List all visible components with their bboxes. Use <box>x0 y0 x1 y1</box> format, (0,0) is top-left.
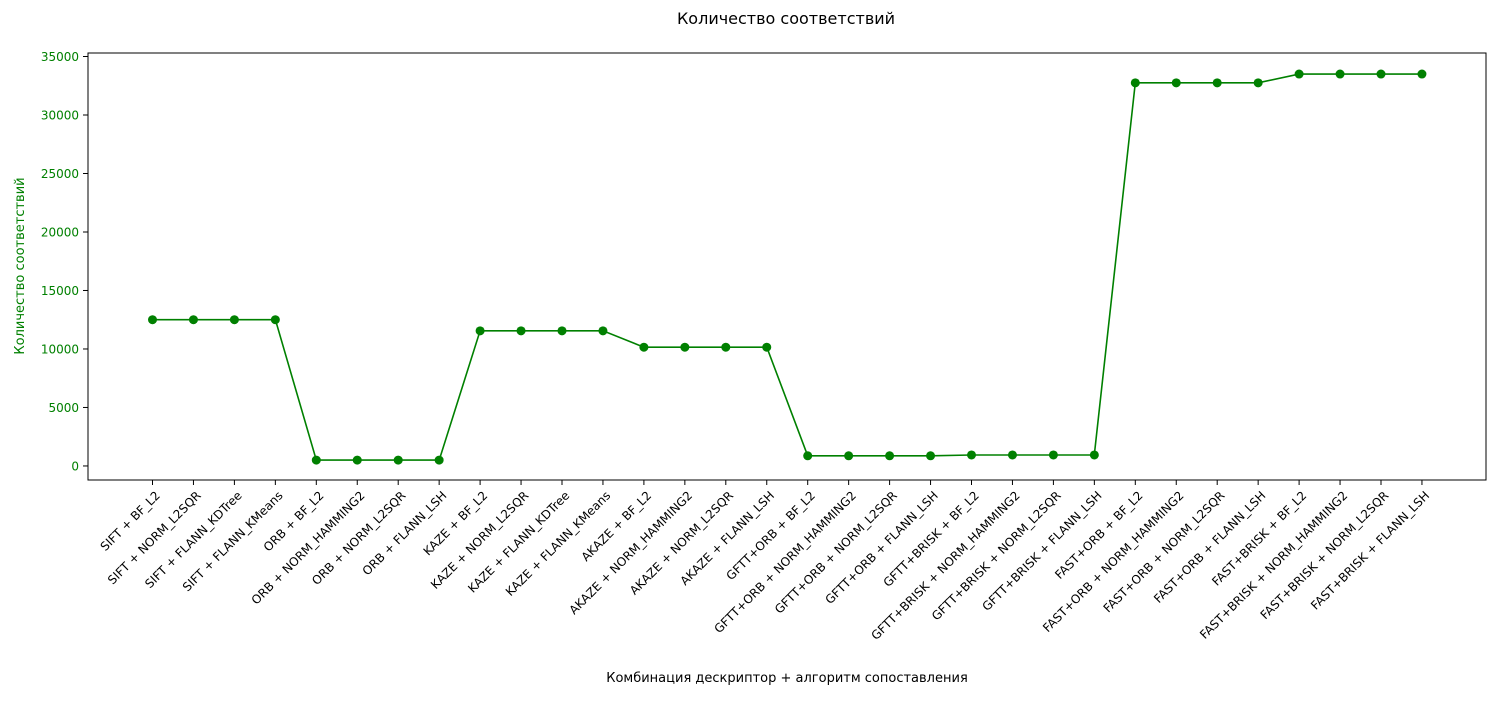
data-point <box>1089 450 1099 460</box>
data-point <box>475 326 485 336</box>
series-point-group <box>148 69 1427 465</box>
y-tick-label: 35000 <box>41 50 79 64</box>
data-point <box>803 451 813 461</box>
data-point <box>1294 69 1304 79</box>
data-point <box>1048 450 1058 460</box>
plot-area-frame <box>87 52 1487 481</box>
data-point <box>393 455 403 465</box>
data-point <box>270 315 280 325</box>
y-tick-label: 0 <box>71 459 79 473</box>
data-point <box>311 455 321 465</box>
data-point <box>1007 450 1017 460</box>
data-point <box>1130 78 1140 88</box>
data-point <box>557 326 567 336</box>
data-point <box>1376 69 1386 79</box>
data-point <box>1171 78 1181 88</box>
data-point <box>639 342 649 352</box>
series-line-group <box>152 73 1422 461</box>
y-tick-label: 25000 <box>41 167 79 181</box>
data-point <box>1253 78 1263 88</box>
data-point <box>516 326 526 336</box>
series-line <box>152 73 1422 461</box>
data-point <box>967 450 976 460</box>
data-point <box>229 315 239 325</box>
x-tick-label: AKAZE + BF_L2 <box>579 488 655 564</box>
y-tick-label: 20000 <box>41 225 79 239</box>
data-point <box>434 455 444 465</box>
x-axis-label: Комбинация дескриптор + алгоритм сопоста… <box>606 671 968 686</box>
chart-title: Количество соответствий <box>677 9 895 28</box>
data-point <box>885 451 895 461</box>
data-point <box>680 342 690 352</box>
y-axis: 0 5000 10000 15000 20000 25000 30000 35000 <box>41 50 88 473</box>
data-point <box>148 315 157 325</box>
data-point <box>352 455 362 465</box>
data-point <box>188 315 198 325</box>
y-tick-label: 30000 <box>41 109 79 123</box>
y-tick-label: 10000 <box>41 342 79 356</box>
data-point <box>598 326 608 336</box>
data-point <box>1212 78 1222 88</box>
y-axis-label: Количество соответствий <box>13 177 28 354</box>
data-point <box>721 342 731 352</box>
y-tick-label: 15000 <box>41 284 79 298</box>
data-point <box>1335 69 1345 79</box>
data-point <box>844 451 854 461</box>
x-tick-label: FAST+BRISK + NORM_HAMMING2 <box>1197 488 1350 641</box>
x-tick-label: GFTT+BRISK + NORM_HAMMING2 <box>868 488 1022 642</box>
data-point <box>926 451 936 461</box>
data-point <box>1417 69 1427 79</box>
y-tick-label: 5000 <box>48 401 79 415</box>
data-point <box>762 342 772 352</box>
